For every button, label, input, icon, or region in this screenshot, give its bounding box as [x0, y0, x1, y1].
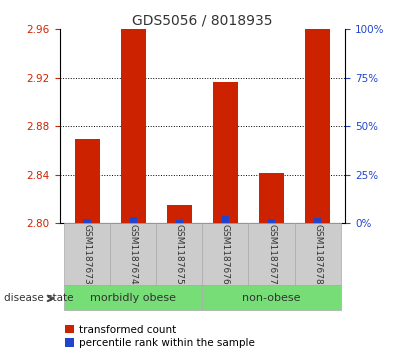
Bar: [74, 139, 100, 223]
Text: non-obese: non-obese: [242, 293, 301, 303]
Bar: [129, 217, 137, 223]
Text: GSM1187677: GSM1187677: [267, 224, 276, 285]
Bar: [202, 285, 341, 310]
Bar: [64, 285, 203, 310]
Bar: [249, 223, 295, 285]
Bar: [64, 223, 110, 285]
Legend: transformed count, percentile rank within the sample: transformed count, percentile rank withi…: [65, 325, 255, 348]
Bar: [222, 216, 229, 223]
Bar: [175, 220, 183, 223]
Bar: [305, 29, 330, 223]
Text: morbidly obese: morbidly obese: [90, 293, 176, 303]
Text: disease state: disease state: [4, 293, 74, 303]
Bar: [259, 174, 284, 223]
Text: GSM1187678: GSM1187678: [313, 224, 322, 285]
Text: GSM1187675: GSM1187675: [175, 224, 184, 285]
Bar: [213, 82, 238, 223]
Bar: [156, 223, 202, 285]
Bar: [314, 219, 321, 223]
Text: GSM1187674: GSM1187674: [129, 224, 138, 285]
Bar: [268, 219, 275, 223]
Bar: [83, 219, 91, 223]
Bar: [110, 223, 156, 285]
Bar: [295, 223, 341, 285]
Bar: [202, 223, 249, 285]
Bar: [167, 205, 192, 223]
Title: GDS5056 / 8018935: GDS5056 / 8018935: [132, 14, 272, 28]
Text: GSM1187676: GSM1187676: [221, 224, 230, 285]
Bar: [121, 29, 146, 223]
Text: GSM1187673: GSM1187673: [83, 224, 92, 285]
